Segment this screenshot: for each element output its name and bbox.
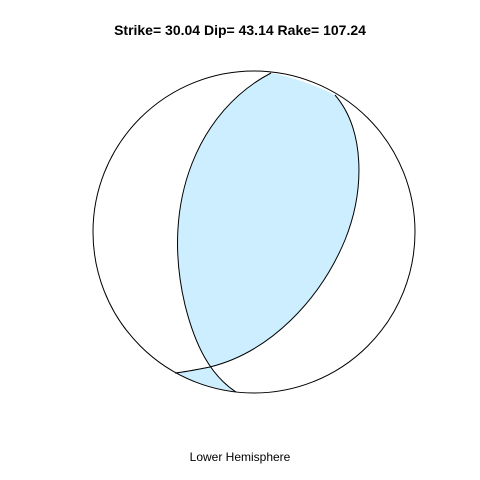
rake-value: 107.24 bbox=[323, 22, 366, 38]
strike-value: 30.04 bbox=[165, 22, 201, 38]
strike-label: Strike= bbox=[114, 22, 162, 38]
plot-title: Strike= 30.04 Dip= 43.14 Rake= 107.24 bbox=[0, 22, 480, 38]
compressional-quadrant-small bbox=[175, 367, 236, 392]
rake-label: Rake= bbox=[277, 22, 320, 38]
hemisphere-label: Lower Hemisphere bbox=[189, 450, 291, 464]
dip-label: Dip= bbox=[203, 22, 235, 38]
dip-value: 43.14 bbox=[238, 22, 274, 38]
nodal-plane-1 bbox=[177, 72, 272, 393]
nodal-plane-2 bbox=[174, 94, 360, 374]
compressional-quadrant-main bbox=[177, 73, 359, 367]
beachball-outline bbox=[92, 70, 416, 394]
